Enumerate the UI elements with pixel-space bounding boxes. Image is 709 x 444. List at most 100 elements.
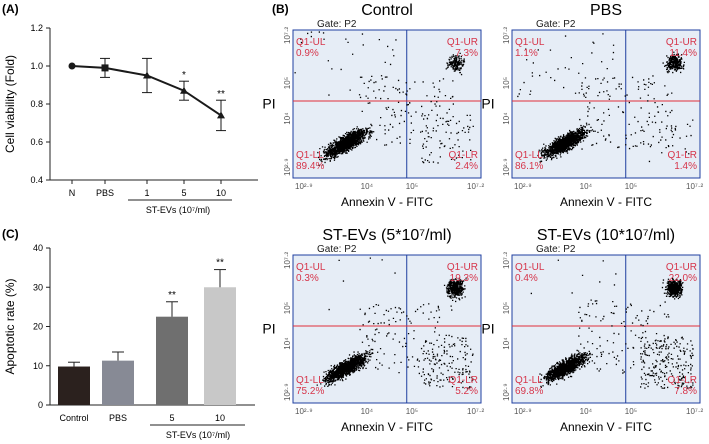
panel-label-a: (A) <box>2 2 19 16</box>
quadrant-percent: 7.8% <box>674 386 697 397</box>
y-tick-label: 1.2 <box>30 23 43 33</box>
quadrant-name: Q1-LR <box>668 150 697 161</box>
group-label: ST-EVs (10⁷/ml) <box>146 205 210 215</box>
y-axis-label: PI <box>481 320 494 336</box>
y-axis-label: PI <box>481 95 494 111</box>
quadrant-name: Q1-UL <box>515 262 545 273</box>
quadrant-percent: 0.4% <box>515 273 538 284</box>
flow-plot: ST-EVs (10*10⁷/ml)Gate: P2 Q1-UL0.4% Q1-UR… <box>481 227 703 434</box>
bar <box>58 367 90 405</box>
significance-mark: ** <box>168 290 176 301</box>
quadrant-percent: 1.1% <box>515 48 538 59</box>
y-tick-label: 10²·⁹ <box>502 158 511 176</box>
quadrant-percent: 75.2% <box>296 386 324 397</box>
quadrant-name: Q1-LL <box>296 150 324 161</box>
quadrant-percent: 7.3% <box>455 48 478 59</box>
y-tick-label: 10⁴ <box>502 337 511 350</box>
bar <box>204 287 236 405</box>
x-tick-label: 10⁷·² <box>467 407 484 416</box>
y-tick-label: 10⁷·² <box>283 252 292 269</box>
y-tick-label: 0 <box>38 400 43 410</box>
data-point <box>69 63 76 70</box>
y-tick-label: 10⁷·² <box>502 252 511 269</box>
y-tick-label: 10⁴ <box>502 112 511 125</box>
y-tick-label: 10⁵ <box>283 302 292 314</box>
x-tick-label: 10⁵ <box>406 182 418 191</box>
quadrant-percent: 0.3% <box>296 273 319 284</box>
quadrant-name: Q1-UR <box>666 262 697 273</box>
quadrant-name: Q1-UL <box>296 37 326 48</box>
y-tick-label: 10 <box>33 361 43 371</box>
quadrant-percent: 19.3% <box>450 273 478 284</box>
x-tick-label: 10²·⁹ <box>514 407 532 416</box>
y-tick-label: 0.4 <box>30 175 43 185</box>
significance-mark: ** <box>217 89 225 100</box>
significance-mark: * <box>182 70 186 81</box>
quadrant-percent: 89.4% <box>296 161 324 172</box>
y-tick-label: 30 <box>33 282 43 292</box>
quadrant-name: Q1-LL <box>515 150 543 161</box>
quadrant-percent: 69.8% <box>515 386 543 397</box>
plot-title: ST-EVs (10*10⁷/ml) <box>537 227 675 244</box>
x-tick-label: 10⁴ <box>361 407 374 416</box>
group-label: ST-EVs (10⁷/ml) <box>166 430 230 440</box>
quadrant-name: Q1-LL <box>296 375 324 386</box>
x-tick-label: N <box>69 188 76 198</box>
quadrant-name: Q1-UR <box>447 262 478 273</box>
x-tick-label: 10 <box>216 188 226 198</box>
x-tick-label: PBS <box>96 188 114 198</box>
x-tick-label: 10 <box>215 413 225 423</box>
flow-plot: ST-EVs (5*10⁷/ml)Gate: P2Q1-UL0.3%Q1-UR1… <box>262 227 484 434</box>
quadrant-percent: 1.4% <box>674 161 697 172</box>
x-tick-label: 5 <box>181 188 186 198</box>
x-tick-label: 10⁴ <box>361 182 374 191</box>
x-tick-label: 10²·⁹ <box>295 182 313 191</box>
x-axis-label: Annexin V - FITC <box>341 195 433 209</box>
x-tick-label: 10⁴ <box>580 407 593 416</box>
y-tick-label: 10⁵ <box>502 77 511 89</box>
quadrant-name: Q1-LL <box>515 375 543 386</box>
panel-label-b: (B) <box>272 2 289 16</box>
quadrant-percent: 2.4% <box>455 161 478 172</box>
y-tick-label: 10²·⁹ <box>502 383 511 401</box>
plot-title: ST-EVs (5*10⁷/ml) <box>322 227 451 244</box>
flow-plot: Control Gate: P2 Q1-UL0.9% Q1-UR7.3% Q1-LL89… <box>262 2 484 209</box>
y-tick-label: 0.8 <box>30 99 43 109</box>
quadrant-percent: 11.4% <box>669 48 697 59</box>
x-tick-label: 10⁵ <box>625 407 637 416</box>
quadrant-name: Q1-LR <box>449 150 478 161</box>
x-tick-label: 1 <box>144 188 149 198</box>
y-tick-label: 0.6 <box>30 137 43 147</box>
bar <box>102 361 134 405</box>
apoptosis-bar-chart: 010203040Apoptotic rate (%)Control PBS 5**… <box>3 243 255 440</box>
x-tick-label: 10⁵ <box>406 407 418 416</box>
quadrant-name: Q1-LR <box>668 375 697 386</box>
plot-title: Control <box>361 2 413 19</box>
y-tick-label: 1.0 <box>30 61 43 71</box>
y-tick-label: 40 <box>33 243 43 253</box>
x-tick-label: 10²·⁹ <box>514 182 532 191</box>
quadrant-percent: 86.1% <box>515 161 543 172</box>
x-axis-label: Annexin V - FITC <box>560 420 652 434</box>
y-tick-label: 10⁵ <box>502 302 511 314</box>
quadrant-name: Q1-LR <box>449 375 478 386</box>
x-tick-label: 10⁷·² <box>686 407 703 416</box>
x-tick-label: Control <box>59 413 88 423</box>
quadrant-percent: 0.9% <box>296 48 319 59</box>
x-axis-label: Annexin V - FITC <box>560 195 652 209</box>
x-tick-label: 10²·⁹ <box>295 407 313 416</box>
y-tick-label: 10⁷·² <box>502 27 511 44</box>
bar <box>156 317 188 405</box>
x-axis-label: Annexin V - FITC <box>341 420 433 434</box>
x-tick-label: 10⁷·² <box>686 182 703 191</box>
y-tick-label: 10⁴ <box>283 112 292 125</box>
y-axis-label: PI <box>262 95 275 111</box>
data-point <box>102 64 109 71</box>
quadrant-percent: 22.0% <box>669 273 697 284</box>
plot-title: PBS <box>590 2 622 19</box>
viability-line-chart: 0.4 0.6 0.8 1.0 1.2 Cell viability (Fold) N PBS… <box>3 23 258 215</box>
gate-label: Gate: P2 <box>536 19 576 30</box>
y-tick-label: 10⁵ <box>283 77 292 89</box>
